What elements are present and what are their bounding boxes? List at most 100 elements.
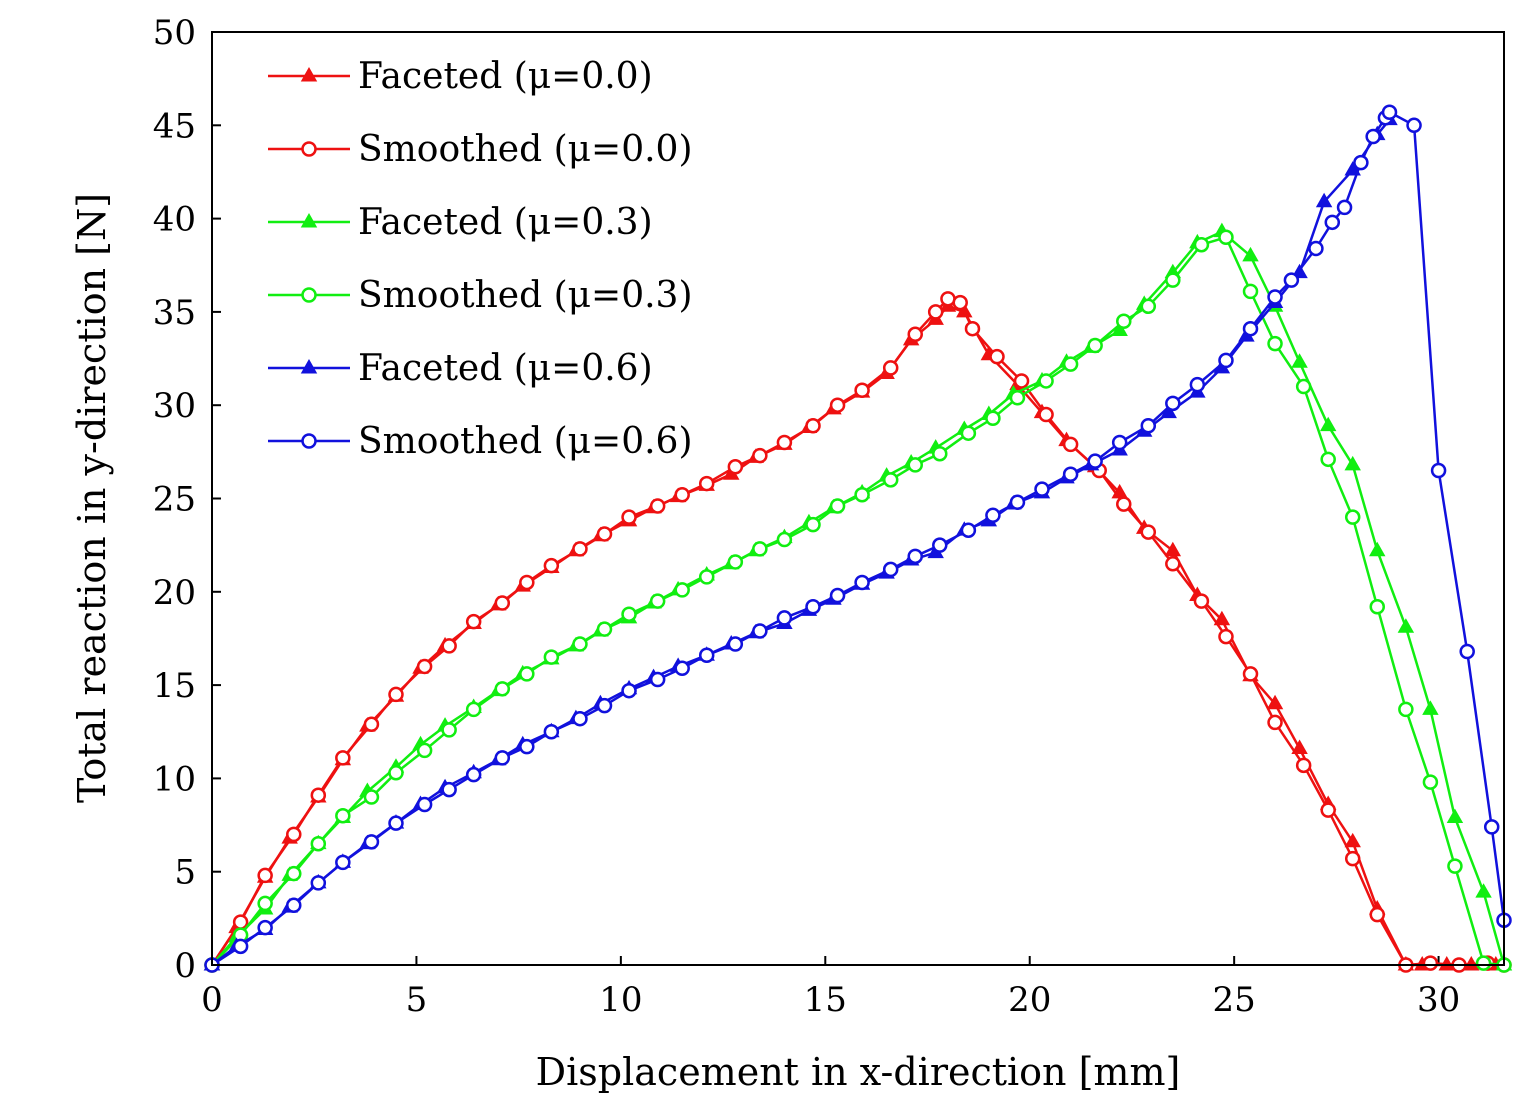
data-point xyxy=(1291,739,1308,755)
legend-marker xyxy=(300,358,318,374)
data-point xyxy=(1422,700,1439,715)
y-tick-label: 10 xyxy=(153,759,196,799)
data-point xyxy=(363,716,380,733)
data-point xyxy=(1165,272,1181,288)
data-point xyxy=(1218,628,1234,645)
data-point xyxy=(596,697,613,714)
data-point xyxy=(572,541,588,557)
data-point xyxy=(1295,757,1312,774)
data-point xyxy=(829,498,846,514)
data-point xyxy=(698,475,715,492)
data-point xyxy=(1344,509,1361,525)
data-point xyxy=(1447,858,1463,874)
data-point xyxy=(1009,389,1026,406)
x-tick-label: 30 xyxy=(1417,980,1460,1020)
series-line xyxy=(211,118,1391,966)
data-point xyxy=(1291,353,1308,368)
data-point xyxy=(1165,556,1181,572)
data-point xyxy=(335,750,351,766)
data-point xyxy=(1193,593,1210,609)
data-point xyxy=(621,509,637,525)
data-point xyxy=(1308,240,1324,257)
data-point xyxy=(989,348,1005,365)
series-line xyxy=(210,297,1505,967)
data-point xyxy=(1406,117,1422,134)
data-point xyxy=(1034,481,1050,497)
legend-entry-4: Smoothed (μ=0.3) xyxy=(268,275,693,316)
data-point xyxy=(1218,229,1234,246)
data-point xyxy=(416,658,433,675)
legend-marker xyxy=(300,66,318,82)
data-point xyxy=(1344,455,1361,471)
data-point xyxy=(621,682,637,699)
data-point xyxy=(727,554,744,570)
legend-marker xyxy=(300,212,318,228)
legend-label: Faceted (μ=0.6) xyxy=(358,348,653,389)
data-point xyxy=(465,613,482,630)
data-point xyxy=(1381,104,1398,120)
legend-marker xyxy=(301,433,317,449)
data-point xyxy=(543,724,560,740)
data-point xyxy=(596,526,613,542)
data-point xyxy=(388,815,404,831)
y-tick-label: 45 xyxy=(153,106,196,146)
data-point xyxy=(698,569,715,585)
data-point xyxy=(1189,376,1206,393)
data-point xyxy=(519,666,535,682)
series-line xyxy=(211,230,1506,966)
axis-ticks: 0 5 10 15 20 25 30 0 5 10 15 20 25 30 35 40 45 50 xyxy=(153,13,1460,1020)
plot-frame xyxy=(211,31,1505,966)
data-point xyxy=(1315,192,1333,208)
data-point xyxy=(674,660,690,677)
data-point xyxy=(1295,378,1312,395)
data-point xyxy=(805,417,821,434)
data-point xyxy=(621,606,637,622)
data-point xyxy=(649,593,666,609)
y-tick-label: 35 xyxy=(153,293,196,333)
y-tick-label: 40 xyxy=(153,200,196,240)
data-point xyxy=(1365,128,1381,145)
data-point xyxy=(335,854,351,871)
data-point xyxy=(952,294,968,311)
data-point xyxy=(543,557,560,574)
data-point xyxy=(1165,395,1181,412)
data-point xyxy=(1062,436,1079,453)
data-point xyxy=(494,750,511,766)
data-point xyxy=(854,382,870,399)
legend-entry-2: Smoothed (μ=0.0) xyxy=(268,129,693,170)
data-point xyxy=(854,574,870,591)
data-point xyxy=(674,582,690,598)
data-point xyxy=(1242,666,1259,682)
x-tick-label: 10 xyxy=(599,980,642,1020)
data-point xyxy=(727,459,744,475)
data-point xyxy=(596,621,613,637)
data-point xyxy=(1062,466,1079,482)
legend-label: Faceted (μ=0.0) xyxy=(358,56,653,97)
data-point xyxy=(1218,352,1234,369)
data-point xyxy=(232,938,249,955)
data-point xyxy=(1483,819,1500,835)
series-4 xyxy=(204,229,1512,973)
data-point xyxy=(1009,494,1026,510)
data-point xyxy=(416,796,433,813)
data-point xyxy=(1242,246,1259,262)
data-point xyxy=(907,457,923,473)
data-point xyxy=(649,498,666,514)
data-point xyxy=(985,507,1001,524)
data-point xyxy=(932,537,948,553)
data-point xyxy=(257,895,273,912)
data-point xyxy=(1266,694,1284,710)
y-axis-label: Total reaction in y-direction [N] xyxy=(70,193,114,803)
data-point xyxy=(674,487,690,503)
data-point xyxy=(494,595,511,611)
data-point xyxy=(776,531,793,548)
legend-label: Smoothed (μ=0.6) xyxy=(358,421,693,462)
data-point xyxy=(1140,298,1157,315)
data-point xyxy=(805,516,821,533)
x-axis-label: Displacement in x-direction [mm] xyxy=(536,1050,1181,1094)
data-point xyxy=(310,835,327,852)
legend-marker xyxy=(301,141,317,157)
data-point xyxy=(805,598,821,615)
y-tick-label: 20 xyxy=(153,573,196,613)
data-point xyxy=(1369,541,1386,557)
